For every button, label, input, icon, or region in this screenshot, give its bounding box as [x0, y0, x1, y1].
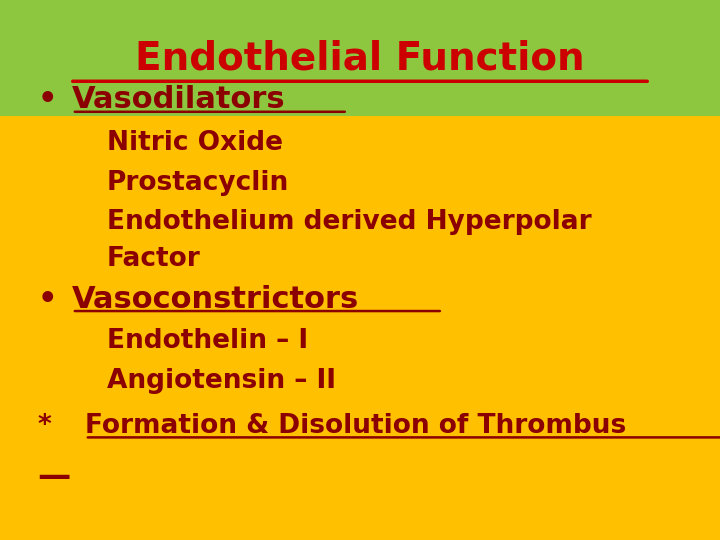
Text: Endothelin – I: Endothelin – I	[107, 328, 307, 354]
Text: Vasodilators: Vasodilators	[72, 85, 286, 114]
Text: Nitric Oxide: Nitric Oxide	[107, 130, 282, 156]
Text: Endothelium derived Hyperpolar: Endothelium derived Hyperpolar	[107, 209, 591, 235]
Text: Formation & Disolution of Thrombus: Formation & Disolution of Thrombus	[85, 413, 626, 438]
Text: Prostacyclin: Prostacyclin	[107, 170, 289, 195]
Text: —: —	[37, 460, 71, 493]
Text: •: •	[37, 85, 57, 114]
FancyBboxPatch shape	[0, 0, 720, 116]
Text: Vasoconstrictors: Vasoconstrictors	[72, 285, 359, 314]
Text: *: *	[37, 413, 51, 438]
Text: Angiotensin – II: Angiotensin – II	[107, 368, 336, 394]
Text: •: •	[37, 285, 57, 314]
Text: Factor: Factor	[107, 246, 200, 272]
Text: Endothelial Function: Endothelial Function	[135, 39, 585, 77]
